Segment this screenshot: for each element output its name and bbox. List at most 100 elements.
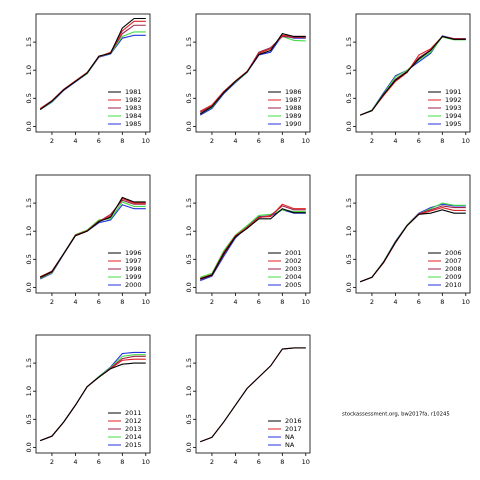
x-tick-label: 2: [370, 137, 374, 145]
y-tick-label: 0.5: [25, 93, 33, 103]
x-tick-label: 2: [50, 458, 54, 466]
x-tick-label: 6: [97, 298, 101, 306]
legend-label: 2009: [445, 273, 462, 281]
y-tick-label: 1.0: [185, 386, 193, 396]
legend-label: 2005: [285, 281, 302, 289]
y-tick-label: 1.5: [25, 37, 33, 47]
y-tick-label: 0.0: [25, 121, 33, 131]
x-tick-label: 4: [73, 137, 77, 145]
legend-label: 2006: [445, 249, 462, 257]
x-tick-label: 4: [233, 298, 237, 306]
y-tick-label: 0.5: [25, 254, 33, 264]
legend-label: 2000: [125, 281, 142, 289]
x-tick-label: 8: [280, 137, 284, 145]
x-tick-label: 2: [50, 298, 54, 306]
legend-label: 2011: [125, 409, 142, 417]
x-tick-label: 6: [97, 458, 101, 466]
x-tick-label: 10: [302, 458, 310, 466]
legend-label: 2012: [125, 417, 142, 425]
plot-box: [195, 13, 311, 133]
legend-label: 2007: [445, 257, 462, 265]
y-tick-label: 0.0: [345, 282, 353, 292]
legend-label: 1997: [125, 257, 142, 265]
x-tick-label: 4: [73, 458, 77, 466]
legend-label: NA: [285, 441, 295, 449]
legend-label: 2002: [285, 257, 302, 265]
y-tick-label: 0.5: [25, 414, 33, 424]
legend-label: 1986: [285, 88, 302, 96]
legend-label: NA: [285, 433, 295, 441]
legend-label: 1982: [125, 96, 142, 104]
x-tick-label: 8: [440, 298, 444, 306]
legend-label: 2014: [125, 433, 142, 441]
x-tick-label: 10: [462, 298, 470, 306]
y-tick-label: 1.0: [185, 65, 193, 75]
y-tick-label: 1.5: [345, 198, 353, 208]
plot-box: [195, 334, 311, 454]
x-tick-label: 10: [302, 137, 310, 145]
y-tick-label: 1.0: [185, 226, 193, 236]
x-tick-label: 8: [280, 458, 284, 466]
legend-label: 2015: [125, 441, 142, 449]
y-tick-label: 1.0: [25, 386, 33, 396]
plot-box: [35, 174, 151, 294]
y-tick-label: 1.0: [345, 226, 353, 236]
series-line: [39, 196, 146, 278]
y-tick-label: 1.0: [25, 65, 33, 75]
legend-label: 1985: [125, 120, 142, 128]
legend-label: 1990: [285, 120, 302, 128]
legend-label: 1988: [285, 104, 302, 112]
x-tick-label: 4: [233, 137, 237, 145]
plot-box: [35, 13, 151, 133]
legend-label: 1992: [445, 96, 462, 104]
legend-label: 1993: [445, 104, 462, 112]
y-tick-label: 0.0: [345, 121, 353, 131]
legend-label: 2010: [445, 281, 462, 289]
footnote: stockassessment.org, bw2017fa, r10245: [342, 412, 450, 418]
y-tick-label: 1.5: [25, 198, 33, 208]
x-tick-label: 2: [210, 137, 214, 145]
plot-box: [195, 174, 311, 294]
legend-label: 2016: [285, 417, 302, 425]
legend-label: 1998: [125, 265, 142, 273]
legend-label: 1996: [125, 249, 142, 257]
y-tick-label: 1.5: [185, 198, 193, 208]
legend-label: 1999: [125, 273, 142, 281]
x-tick-label: 2: [210, 298, 214, 306]
y-tick-label: 0.0: [25, 442, 33, 452]
series-line: [360, 35, 466, 116]
x-tick-label: 10: [462, 137, 470, 145]
y-tick-label: 0.5: [185, 414, 193, 424]
x-tick-label: 2: [210, 458, 214, 466]
plot-box: [355, 174, 471, 294]
x-tick-label: 4: [393, 298, 397, 306]
x-tick-label: 10: [302, 298, 310, 306]
x-tick-label: 10: [142, 298, 150, 306]
x-tick-label: 8: [280, 298, 284, 306]
y-tick-label: 1.5: [345, 37, 353, 47]
legend-label: 1987: [285, 96, 302, 104]
x-tick-label: 8: [120, 458, 124, 466]
x-tick-label: 4: [233, 458, 237, 466]
plot-box: [35, 334, 151, 454]
y-tick-label: 1.0: [25, 226, 33, 236]
series-line: [200, 347, 306, 443]
x-tick-label: 6: [417, 137, 421, 145]
y-tick-label: 0.5: [345, 93, 353, 103]
legend-label: 2001: [285, 249, 302, 257]
legend-label: 2003: [285, 265, 302, 273]
legend-label: 2013: [125, 425, 142, 433]
legend-label: 1984: [125, 112, 142, 120]
legend-label: 2004: [285, 273, 302, 281]
series-line: [199, 33, 306, 115]
x-tick-label: 6: [97, 137, 101, 145]
series-line: [39, 17, 146, 110]
x-tick-label: 8: [120, 137, 124, 145]
